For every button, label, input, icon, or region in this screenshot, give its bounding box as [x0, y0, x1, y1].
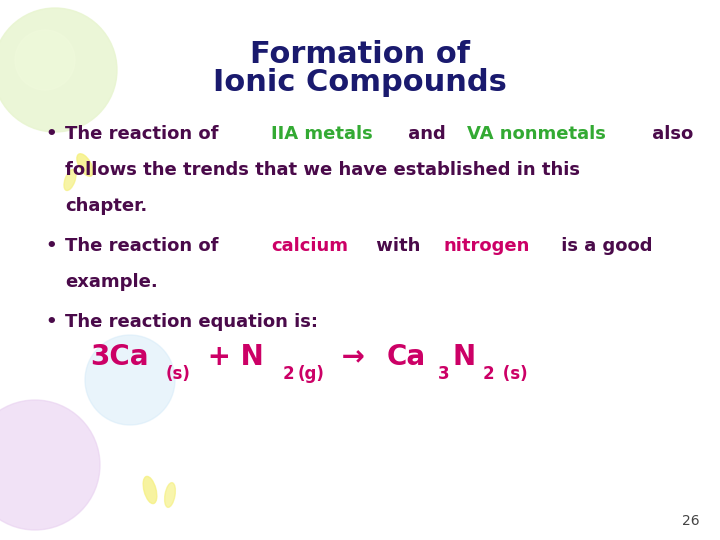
- Circle shape: [85, 335, 175, 425]
- Text: •: •: [45, 125, 57, 143]
- Text: also: also: [646, 125, 693, 143]
- Text: with: with: [371, 237, 427, 255]
- Text: follows the trends that we have established in this: follows the trends that we have establis…: [65, 161, 580, 179]
- Text: •: •: [45, 237, 57, 255]
- Text: is a good: is a good: [555, 237, 652, 255]
- Text: 2: 2: [282, 365, 294, 383]
- Text: 26: 26: [683, 514, 700, 528]
- Ellipse shape: [165, 483, 176, 508]
- Text: (g): (g): [297, 365, 324, 383]
- Text: chapter.: chapter.: [65, 197, 148, 215]
- Text: Ca: Ca: [387, 343, 426, 371]
- Text: (s): (s): [498, 365, 528, 383]
- Ellipse shape: [143, 476, 157, 504]
- Ellipse shape: [64, 170, 76, 191]
- Text: Ionic Compounds: Ionic Compounds: [213, 68, 507, 97]
- Text: The reaction equation is:: The reaction equation is:: [65, 313, 318, 331]
- Text: 3Ca: 3Ca: [90, 343, 148, 371]
- Circle shape: [15, 30, 75, 90]
- Text: + N: + N: [197, 343, 264, 371]
- Text: and: and: [402, 125, 452, 143]
- Text: Formation of: Formation of: [250, 40, 470, 69]
- Text: 3: 3: [438, 365, 449, 383]
- Text: N: N: [452, 343, 475, 371]
- Ellipse shape: [77, 154, 93, 176]
- Text: nitrogen: nitrogen: [444, 237, 530, 255]
- Text: 2: 2: [482, 365, 494, 383]
- Text: calcium: calcium: [271, 237, 348, 255]
- Text: →: →: [332, 343, 374, 371]
- Text: The reaction of: The reaction of: [65, 237, 225, 255]
- Circle shape: [0, 400, 100, 530]
- Text: VA nonmetals: VA nonmetals: [467, 125, 606, 143]
- Circle shape: [0, 8, 117, 132]
- Text: The reaction of: The reaction of: [65, 125, 225, 143]
- Text: (s): (s): [166, 365, 190, 383]
- Text: IIA metals: IIA metals: [271, 125, 373, 143]
- Text: •: •: [45, 313, 57, 331]
- Text: example.: example.: [65, 273, 158, 291]
